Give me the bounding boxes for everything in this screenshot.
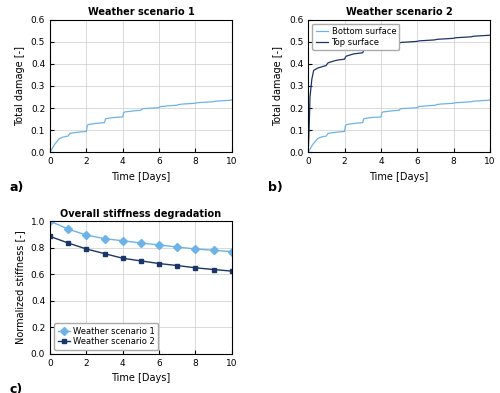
- Weather scenario 1: [229, 249, 235, 254]
- Top surface: [467, 35, 473, 39]
- X-axis label: Time [Days]: Time [Days]: [112, 373, 170, 383]
- Weather scenario 1: [102, 236, 107, 241]
- Bottom surface: [416, 104, 422, 109]
- Weather scenario 1: [156, 242, 162, 247]
- Weather scenario 1: [138, 241, 144, 245]
- Legend: Weather scenario 1, Weather scenario 2: Weather scenario 1, Weather scenario 2: [54, 323, 158, 349]
- Bottom surface: [325, 131, 331, 136]
- Weather scenario 2: [84, 247, 89, 252]
- Top surface: [449, 36, 455, 41]
- Y-axis label: Total damage [-]: Total damage [-]: [15, 46, 25, 126]
- Weather scenario 2: [138, 259, 144, 263]
- Y-axis label: Total damage [-]: Total damage [-]: [274, 46, 283, 126]
- Weather scenario 2: [174, 263, 180, 268]
- Y-axis label: Normalized stiffness [-]: Normalized stiffness [-]: [15, 231, 25, 344]
- Text: c): c): [10, 383, 23, 393]
- Weather scenario 2: [102, 251, 107, 256]
- Bottom surface: [344, 122, 349, 127]
- Top surface: [305, 150, 311, 154]
- Top surface: [445, 36, 451, 41]
- Legend: Bottom surface, Top surface: Bottom surface, Top surface: [312, 24, 400, 50]
- Bottom surface: [427, 103, 433, 108]
- Weather scenario 1: [174, 244, 180, 249]
- X-axis label: Time [Days]: Time [Days]: [112, 172, 170, 182]
- Weather scenario 2: [156, 261, 162, 266]
- Title: Weather scenario 1: Weather scenario 1: [88, 7, 194, 17]
- Weather scenario 1: [65, 227, 71, 231]
- Top surface: [314, 66, 320, 71]
- Bottom surface: [362, 116, 368, 121]
- Bottom surface: [405, 106, 411, 110]
- Title: Overall stiffness degradation: Overall stiffness degradation: [60, 209, 222, 219]
- Text: a): a): [10, 182, 24, 195]
- Line: Weather scenario 2: Weather scenario 2: [48, 234, 234, 274]
- Line: Weather scenario 1: Weather scenario 1: [47, 219, 234, 254]
- Weather scenario 2: [120, 256, 126, 261]
- Text: b): b): [268, 182, 283, 195]
- Weather scenario 2: [229, 269, 235, 274]
- Top surface: [487, 33, 493, 37]
- Weather scenario 2: [65, 241, 71, 245]
- Weather scenario 2: [192, 265, 198, 270]
- Line: Top surface: Top surface: [308, 35, 490, 152]
- Weather scenario 1: [84, 233, 89, 237]
- Bottom surface: [487, 97, 493, 102]
- Weather scenario 2: [47, 234, 53, 239]
- Title: Weather scenario 2: Weather scenario 2: [346, 7, 453, 17]
- Line: Bottom surface: Bottom surface: [308, 100, 490, 152]
- Weather scenario 1: [120, 239, 126, 243]
- X-axis label: Time [Days]: Time [Days]: [370, 172, 428, 182]
- Top surface: [452, 36, 458, 40]
- Bottom surface: [305, 150, 311, 154]
- Weather scenario 2: [210, 267, 216, 272]
- Weather scenario 1: [47, 219, 53, 224]
- Weather scenario 1: [210, 248, 216, 253]
- Top surface: [438, 37, 444, 41]
- Weather scenario 1: [192, 247, 198, 252]
